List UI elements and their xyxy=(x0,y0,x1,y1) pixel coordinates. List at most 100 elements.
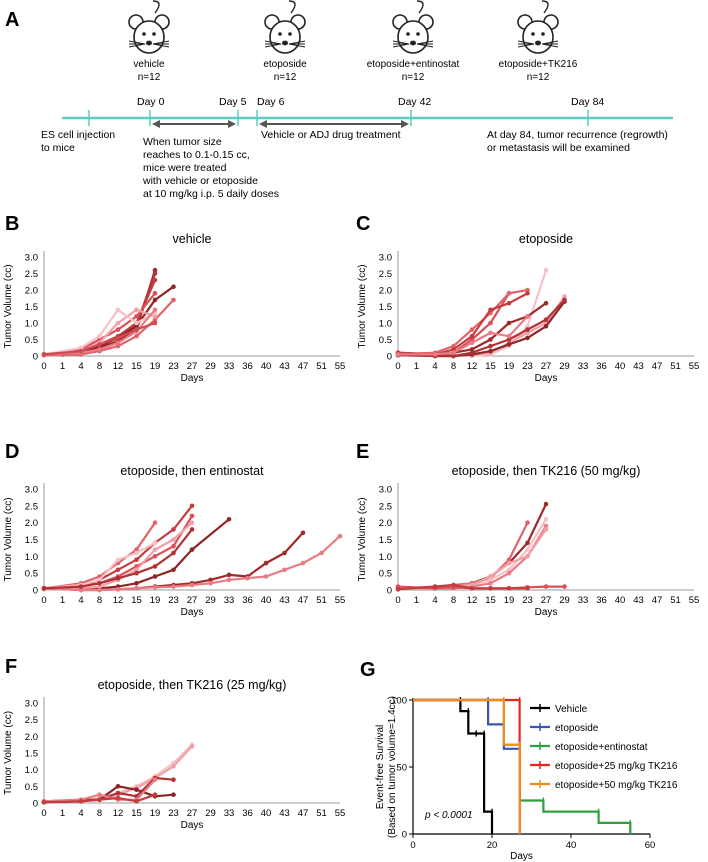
data-point xyxy=(152,574,158,579)
km-legend-label: Vehicle xyxy=(555,704,588,715)
group-etoposide-n: n=12 xyxy=(274,72,297,83)
data-point xyxy=(171,764,176,769)
x-tick-label: 29 xyxy=(559,361,570,372)
group-vehicle-label: vehicle xyxy=(133,59,165,70)
data-point xyxy=(525,314,530,319)
km-legend-label: etoposide+entinostat xyxy=(555,742,648,753)
y-tick-label: 2.0 xyxy=(379,518,392,529)
mouse-icon xyxy=(517,0,559,54)
data-point xyxy=(115,343,121,349)
data-point xyxy=(525,324,530,329)
data-point xyxy=(282,550,287,556)
group-entinostat-n: n=12 xyxy=(402,72,425,83)
data-point xyxy=(41,352,47,357)
x-tick-label: 47 xyxy=(298,361,309,372)
chart-title: etoposide, then entinostat xyxy=(120,464,264,478)
mouse-icons xyxy=(128,0,559,54)
panel-a: A vehicle n=12 etoposide n=12 etoposide+… xyxy=(5,0,673,200)
data-point xyxy=(189,520,195,525)
x-tick-label: 0 xyxy=(41,361,46,372)
data-point xyxy=(152,585,158,590)
data-point xyxy=(134,547,139,552)
data-point xyxy=(506,333,512,339)
mouse-eye xyxy=(541,32,545,36)
data-point xyxy=(134,567,139,573)
mouse-whisker xyxy=(288,43,306,48)
data-point xyxy=(134,550,139,556)
data-point xyxy=(171,777,176,782)
mouse-eye xyxy=(278,32,282,36)
data-point xyxy=(189,744,195,749)
data-point xyxy=(171,584,176,589)
data-point xyxy=(152,314,158,319)
y-tick-label: 1.5 xyxy=(25,302,38,313)
x-tick-label: 15 xyxy=(485,361,496,372)
x-tick-label: 1 xyxy=(60,361,65,372)
data-point xyxy=(488,307,493,313)
series-line xyxy=(42,321,157,356)
mouse-head xyxy=(397,20,429,54)
x-tick-label: 55 xyxy=(335,361,346,372)
data-point xyxy=(451,353,456,359)
data-point xyxy=(300,530,306,536)
mouse-whisker xyxy=(517,43,535,48)
km-y-tick-label: 0 xyxy=(402,830,407,841)
x-tick-label: 12 xyxy=(113,595,124,606)
x-tick-label: 19 xyxy=(150,808,161,819)
x-tick-label: 40 xyxy=(261,595,272,606)
data-point xyxy=(152,564,158,569)
data-point xyxy=(134,787,139,792)
data-point xyxy=(469,582,475,588)
series-line xyxy=(396,295,566,358)
mouse-nose xyxy=(410,40,416,46)
km-y-axis-label: Event-free Survival xyxy=(375,725,386,809)
data-point xyxy=(506,560,512,566)
panel-label-b: B xyxy=(5,213,19,235)
x-tick-label: 8 xyxy=(451,361,456,372)
data-point xyxy=(171,297,176,303)
data-point xyxy=(525,327,530,332)
mouse-eye xyxy=(406,32,410,36)
data-point xyxy=(189,527,195,532)
x-tick-label: 33 xyxy=(224,595,235,606)
x-tick-label: 36 xyxy=(242,808,253,819)
x-tick-label: 0 xyxy=(395,595,400,606)
y-tick-label: 2.5 xyxy=(25,715,38,726)
data-point xyxy=(97,797,102,802)
data-point xyxy=(41,586,47,591)
data-point xyxy=(78,345,84,351)
y-tick-label: 3.0 xyxy=(25,699,38,710)
mouse-tail xyxy=(288,0,296,14)
km-step-line xyxy=(413,698,521,834)
km-y-tick-label: 100 xyxy=(391,696,407,707)
x-tick-label: 1 xyxy=(60,808,65,819)
data-point xyxy=(171,567,176,573)
data-point xyxy=(189,503,195,509)
x-tick-label: 4 xyxy=(432,361,437,372)
data-point xyxy=(134,307,139,313)
x-tick-label: 15 xyxy=(131,595,142,606)
day-84-label: Day 84 xyxy=(571,96,604,108)
x-axis-label: Days xyxy=(181,607,204,618)
mouse-eye xyxy=(142,32,146,36)
data-point xyxy=(78,587,84,593)
data-point xyxy=(78,799,84,804)
mouse-tail xyxy=(541,0,549,14)
tumor-volume-charts: vehicle 0 0.5 1.0 1.5 2.0 2.5 3.0 0 1 4 8 12 15 19 23 27… xyxy=(3,232,699,831)
km-legend-label: etoposide+50 mg/kg TK216 xyxy=(555,780,678,791)
x-tick-label: 8 xyxy=(97,808,102,819)
y-tick-label: 2.5 xyxy=(379,501,392,512)
x-tick-label: 43 xyxy=(279,808,290,819)
x-tick-label: 0 xyxy=(395,361,400,372)
panel-label-c: C xyxy=(356,213,370,235)
data-point xyxy=(432,352,438,357)
mouse-eye xyxy=(288,32,292,36)
x-axis-label: Days xyxy=(181,373,204,384)
data-point xyxy=(171,550,176,556)
data-point xyxy=(562,584,567,589)
note-injection-line-2: to mice xyxy=(41,142,75,154)
y-tick-label: 0.5 xyxy=(25,335,38,346)
x-tick-label: 4 xyxy=(78,361,83,372)
data-point xyxy=(226,577,232,583)
